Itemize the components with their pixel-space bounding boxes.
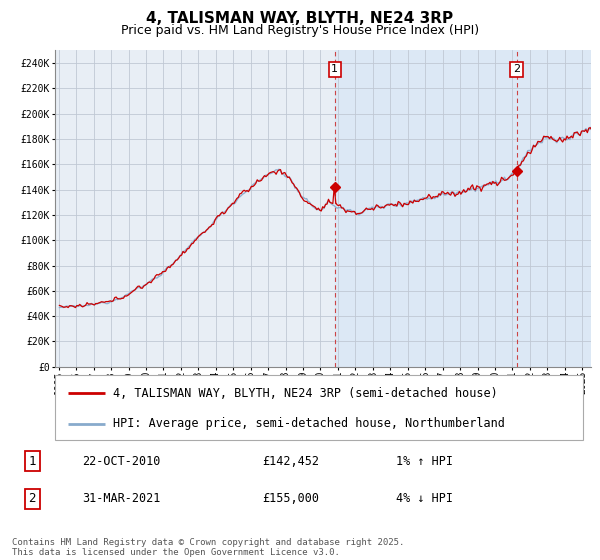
- Text: 1: 1: [331, 64, 338, 74]
- Text: 1% ↑ HPI: 1% ↑ HPI: [396, 455, 453, 468]
- Text: 31-MAR-2021: 31-MAR-2021: [82, 492, 160, 505]
- Text: HPI: Average price, semi-detached house, Northumberland: HPI: Average price, semi-detached house,…: [113, 417, 505, 430]
- Text: 2: 2: [513, 64, 520, 74]
- Text: Price paid vs. HM Land Registry's House Price Index (HPI): Price paid vs. HM Land Registry's House …: [121, 24, 479, 36]
- Text: 22-OCT-2010: 22-OCT-2010: [82, 455, 160, 468]
- Text: 4, TALISMAN WAY, BLYTH, NE24 3RP: 4, TALISMAN WAY, BLYTH, NE24 3RP: [146, 11, 454, 26]
- Text: £142,452: £142,452: [262, 455, 319, 468]
- Text: 4% ↓ HPI: 4% ↓ HPI: [396, 492, 453, 505]
- FancyBboxPatch shape: [55, 375, 583, 440]
- Text: 4, TALISMAN WAY, BLYTH, NE24 3RP (semi-detached house): 4, TALISMAN WAY, BLYTH, NE24 3RP (semi-d…: [113, 387, 498, 400]
- Text: Contains HM Land Registry data © Crown copyright and database right 2025.
This d: Contains HM Land Registry data © Crown c…: [12, 538, 404, 557]
- Bar: [335, 50, 600, 367]
- Text: 1: 1: [29, 455, 36, 468]
- Text: 2: 2: [29, 492, 36, 505]
- Text: £155,000: £155,000: [262, 492, 319, 505]
